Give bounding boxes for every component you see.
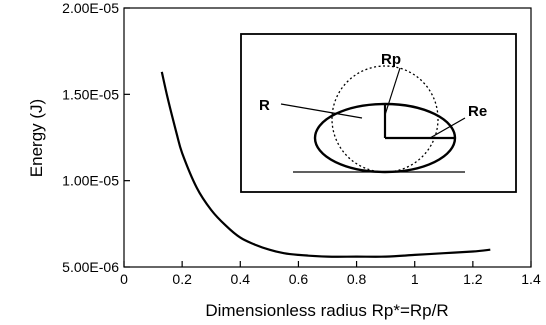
inset-diagram: Rp R Re: [240, 33, 517, 193]
inset-label-r: R: [259, 97, 270, 114]
y-axis-title: Energy (J): [27, 99, 46, 177]
inset-label-re: Re: [468, 103, 487, 120]
x-tick-label: 1.2: [463, 271, 483, 287]
inset-dotted-circle: [331, 65, 439, 173]
x-tick-label: 0.4: [231, 271, 251, 287]
x-tick-label: 1.4: [521, 271, 541, 287]
y-tick-labels: 5.00E-06 1.00E-05 1.50E-05 2.00E-05: [62, 0, 119, 275]
y-tick-label: 1.00E-05: [62, 173, 119, 189]
x-tick-label: 0.6: [289, 271, 309, 287]
x-tick-labels: 0 0.2 0.4 0.6 0.8 1 1.2 1.4: [120, 271, 541, 287]
inset-r-leader: [280, 103, 363, 119]
x-tick-label: 0.8: [347, 271, 367, 287]
x-axis-title: Dimensionless radius Rp*=Rp/R: [205, 301, 448, 320]
axis-ticks: [123, 7, 532, 268]
inset-rp-leader: [384, 67, 401, 116]
y-tick-label: 2.00E-05: [62, 0, 119, 16]
x-tick-label: 1: [411, 271, 419, 287]
inset-re-leader: [429, 117, 466, 139]
energy-curve: [160, 71, 491, 258]
inset-frame: [240, 33, 517, 193]
inset-label-rp: Rp: [381, 51, 401, 68]
x-tick-label: 0: [120, 271, 128, 287]
x-tick-label: 0.2: [172, 271, 192, 287]
y-tick-label: 1.50E-05: [62, 86, 119, 102]
y-tick-label: 5.00E-06: [62, 259, 119, 275]
